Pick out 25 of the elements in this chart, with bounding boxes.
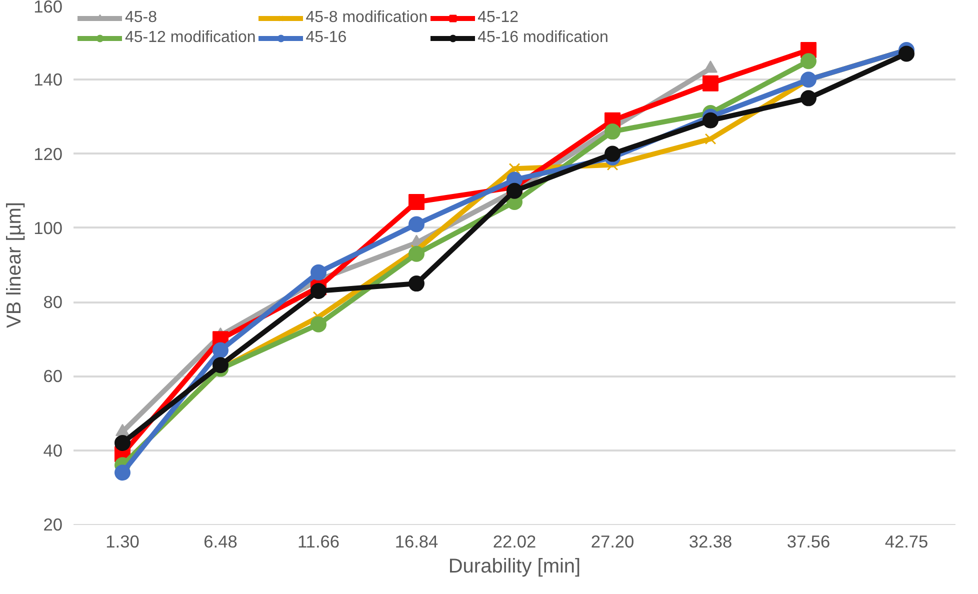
x-tick-label: 16.84	[394, 532, 439, 552]
legend-label: 45-8 modification	[306, 9, 428, 27]
y-tick-label: 20	[43, 514, 63, 534]
y-tick-label: 100	[34, 218, 63, 238]
y-tick-label: 160	[34, 0, 63, 16]
x-axis-title: Durability [min]	[448, 556, 581, 578]
legend-label: 45-16	[306, 29, 347, 47]
y-tick-label: 140	[34, 70, 63, 90]
x-tick-label: 22.02	[492, 532, 536, 552]
x-tick-label: 27.20	[590, 532, 634, 552]
x-tick-label: 37.56	[786, 532, 830, 552]
y-tick-label: 40	[43, 440, 63, 460]
x-tick-label: 6.48	[204, 532, 238, 552]
x-tick-label: 1.30	[106, 532, 140, 552]
legend-label: 45-8	[125, 9, 158, 27]
x-tick-label: 32.38	[688, 532, 732, 552]
y-tick-label: 120	[34, 144, 63, 164]
x-tick-label: 11.66	[297, 532, 340, 552]
y-tick-label: 60	[43, 366, 63, 386]
legend-label: 45-12 modification	[125, 29, 256, 47]
y-tick-label: 80	[43, 292, 63, 312]
legend-label: 45-12	[478, 9, 519, 27]
x-tick-label: 42.75	[884, 532, 928, 552]
legend-label: 45-16 modification	[478, 29, 608, 47]
y-axis-title: VB linear [µm]	[4, 202, 26, 328]
